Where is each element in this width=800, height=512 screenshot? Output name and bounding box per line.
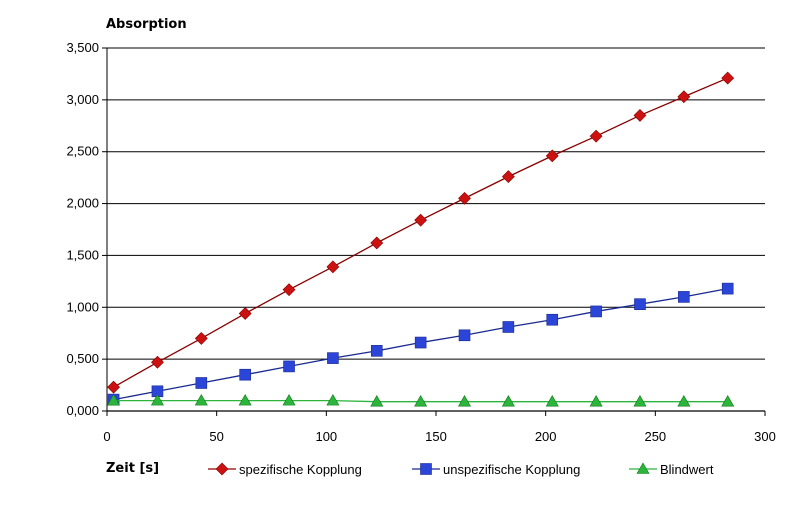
x-tick-label: 150 [425, 429, 447, 444]
data-point-blindwert [633, 395, 647, 407]
y-axis-title: Absorption [106, 17, 187, 32]
data-point-blindwert [238, 394, 252, 406]
data-point-blindwert [501, 395, 515, 407]
legend-label: spezifische Kopplung [239, 462, 362, 477]
data-point-spezifische-kopplung [370, 236, 384, 250]
data-point-unspezifische-kopplung [458, 329, 471, 342]
legend-item-spezifische-kopplung: spezifische Kopplung [208, 462, 362, 477]
data-point-unspezifische-kopplung [327, 352, 339, 364]
data-point-unspezifische-kopplung [590, 305, 602, 318]
legend-marker-icon [215, 462, 229, 476]
legend-label: unspezifische Kopplung [443, 462, 580, 477]
x-tick-label: 100 [315, 429, 337, 444]
data-point-blindwert [414, 395, 428, 407]
data-point-spezifische-kopplung [107, 380, 121, 394]
data-point-spezifische-kopplung [282, 283, 296, 297]
series-spezifische-kopplung [107, 71, 735, 394]
data-point-spezifische-kopplung [326, 260, 340, 274]
data-point-blindwert [721, 395, 735, 407]
y-tick-label: 0,500 [66, 351, 99, 366]
data-point-blindwert [589, 395, 603, 407]
legend-marker-icon [420, 463, 432, 475]
legend-label: Blindwert [660, 462, 714, 477]
legend-item-unspezifische-kopplung: unspezifische Kopplung [412, 462, 580, 477]
data-point-unspezifische-kopplung [239, 368, 251, 381]
data-point-unspezifische-kopplung [546, 313, 559, 326]
data-point-blindwert [282, 394, 296, 406]
y-tick-label: 2,500 [66, 144, 99, 159]
axes [102, 47, 766, 416]
series-group [107, 71, 735, 407]
data-point-blindwert [457, 395, 472, 407]
x-tick-label: 0 [103, 429, 110, 444]
data-point-blindwert [326, 394, 340, 406]
data-point-unspezifische-kopplung [414, 336, 427, 349]
data-point-unspezifische-kopplung [721, 282, 734, 295]
data-point-spezifische-kopplung [414, 213, 428, 227]
y-tick-label: 3,000 [66, 92, 99, 107]
series-blindwert [107, 394, 735, 407]
data-point-unspezifische-kopplung [678, 291, 690, 303]
data-point-spezifische-kopplung [501, 170, 515, 184]
y-tick-label: 1,000 [66, 299, 99, 314]
data-point-blindwert [107, 394, 121, 406]
data-point-spezifische-kopplung [194, 331, 208, 345]
legend-marker-icon [636, 462, 650, 474]
data-point-spezifische-kopplung [721, 71, 735, 85]
data-point-unspezifische-kopplung [283, 360, 295, 373]
data-point-blindwert [370, 395, 384, 407]
data-point-unspezifische-kopplung [502, 321, 515, 333]
legend-item-blindwert: Blindwert [629, 462, 714, 477]
data-point-unspezifische-kopplung [634, 298, 646, 310]
data-point-spezifische-kopplung [633, 108, 647, 122]
data-point-blindwert [150, 394, 164, 406]
data-point-spezifische-kopplung [458, 191, 471, 205]
x-tick-label: 200 [535, 429, 557, 444]
data-point-blindwert [194, 394, 208, 406]
y-tick-label: 3,500 [66, 40, 99, 55]
data-point-spezifische-kopplung [545, 149, 559, 163]
y-tick-label: 0,000 [66, 403, 99, 418]
data-point-spezifische-kopplung [238, 307, 252, 320]
data-point-unspezifische-kopplung [195, 377, 208, 389]
data-point-spezifische-kopplung [589, 129, 603, 143]
data-point-blindwert [545, 395, 559, 407]
data-point-unspezifische-kopplung [370, 345, 383, 357]
grid-lines [107, 47, 765, 360]
x-tick-label: 50 [209, 429, 223, 444]
legend: spezifische Kopplung unspezifische Kopplu… [208, 462, 714, 477]
data-point-blindwert [677, 395, 691, 407]
tick-labels: 0,000 0,500 1,000 1,500 2,000 2,500 3,000 3,500… [66, 40, 775, 444]
x-axis-title: Zeit [s] [106, 461, 159, 476]
x-tick-label: 300 [754, 429, 776, 444]
data-point-spezifische-kopplung [677, 90, 691, 104]
y-tick-label: 1,500 [66, 247, 99, 262]
x-tick-label: 250 [644, 429, 666, 444]
data-point-spezifische-kopplung [151, 355, 164, 369]
y-tick-label: 2,000 [66, 196, 99, 211]
